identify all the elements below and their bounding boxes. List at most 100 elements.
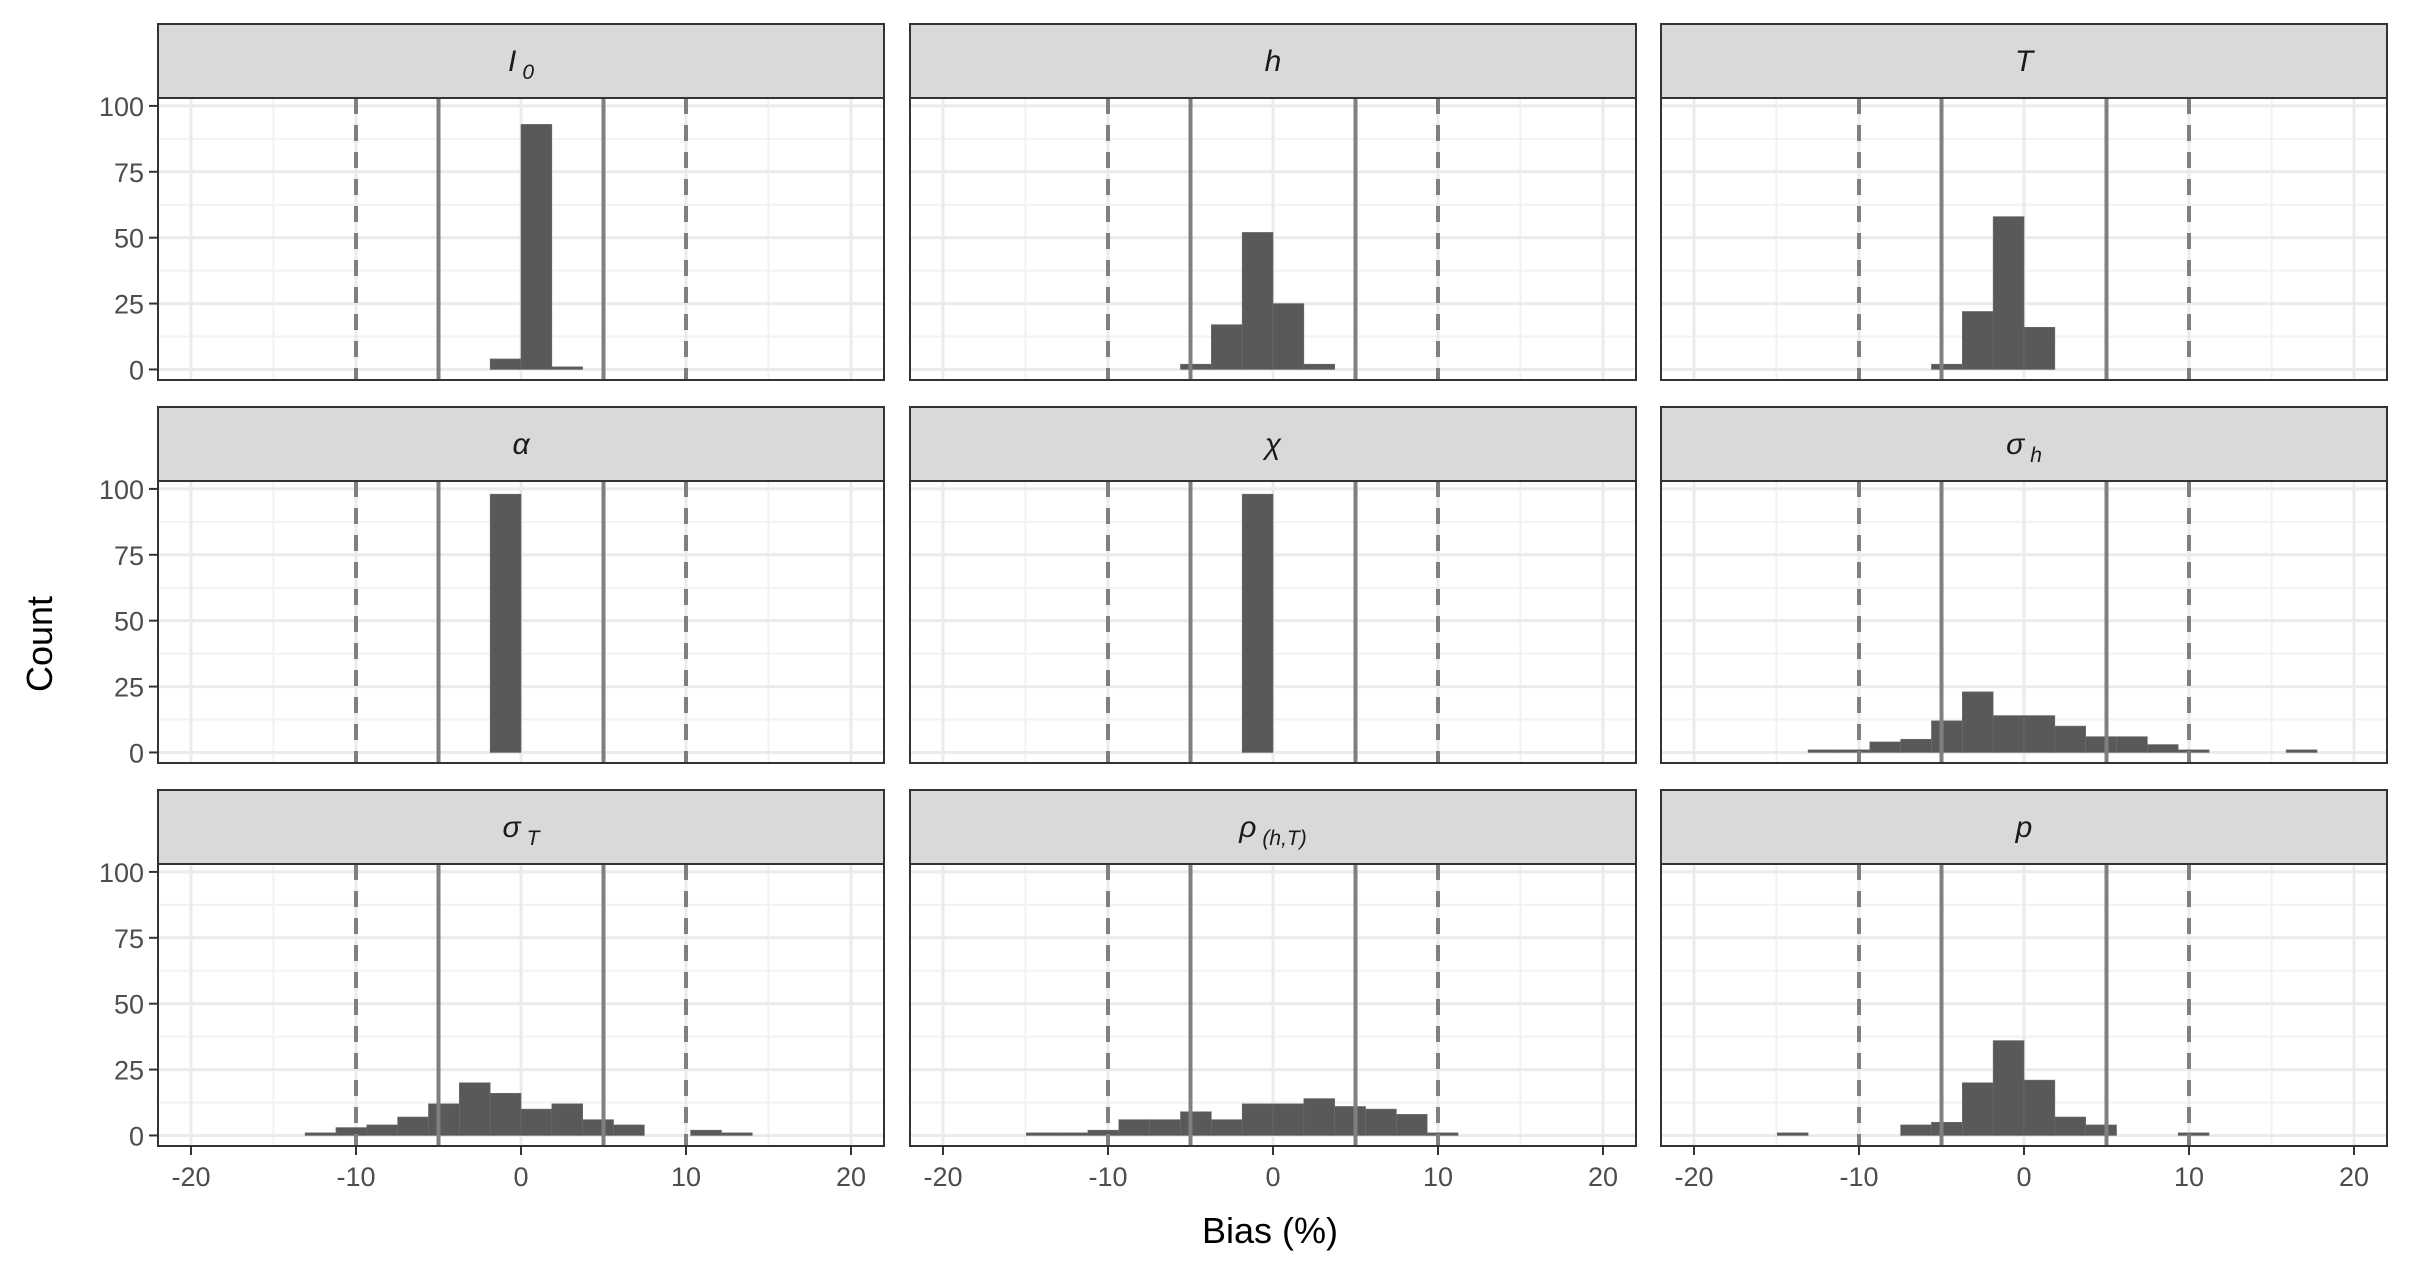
histogram-bar bbox=[2054, 725, 2086, 753]
histogram-bar bbox=[582, 1119, 614, 1136]
y-tick-label: 100 bbox=[99, 858, 144, 888]
histogram-bar bbox=[2147, 744, 2179, 753]
histogram-bar bbox=[2085, 736, 2117, 753]
histogram-bar bbox=[2023, 715, 2056, 753]
histogram-bar bbox=[304, 1132, 337, 1136]
facet-strip bbox=[909, 406, 1637, 482]
histogram-bar bbox=[613, 1124, 645, 1136]
x-tick-label: -10 bbox=[1839, 1162, 1878, 1192]
x-tick-label: -20 bbox=[923, 1162, 962, 1192]
histogram-bar bbox=[1931, 1121, 1963, 1136]
histogram-bar bbox=[2085, 1124, 2117, 1136]
facet-label: χ bbox=[1262, 428, 1282, 461]
facet-strip bbox=[909, 23, 1637, 99]
y-tick-label: 0 bbox=[129, 355, 144, 385]
y-tick-label: 25 bbox=[114, 1056, 144, 1086]
x-tick-label: 0 bbox=[1265, 1162, 1280, 1192]
histogram-bar bbox=[1900, 1124, 1932, 1136]
histogram-bar bbox=[1211, 1119, 1243, 1136]
histogram-bar bbox=[551, 366, 583, 370]
histogram-bar bbox=[1962, 311, 1994, 370]
y-tick-label: 75 bbox=[114, 541, 144, 571]
histogram-bar bbox=[1992, 216, 2025, 370]
facet-strip bbox=[157, 789, 885, 865]
histogram-bar bbox=[2285, 749, 2318, 753]
x-axis-title: Bias (%) bbox=[1202, 1210, 1338, 1251]
facet-strip bbox=[1660, 789, 2388, 865]
histogram-bar bbox=[1426, 1132, 1459, 1136]
histogram-bar bbox=[1272, 303, 1305, 370]
facet-panel: h bbox=[909, 23, 1637, 381]
facet-label: h bbox=[1265, 45, 1282, 78]
y-tick-label: 50 bbox=[114, 224, 144, 254]
facet-strip bbox=[157, 406, 885, 482]
histogram-bar bbox=[690, 1129, 722, 1136]
histogram-bar bbox=[489, 493, 522, 753]
histogram-bar bbox=[2023, 326, 2056, 370]
facet-strip bbox=[909, 789, 1637, 865]
histogram-bar bbox=[2177, 1132, 2210, 1136]
x-tick-label: -20 bbox=[1674, 1162, 1713, 1192]
x-tick-label: 20 bbox=[836, 1162, 866, 1192]
facet-panel: α 0 25 50 75 100 bbox=[99, 406, 885, 768]
histogram-bar bbox=[1900, 738, 1932, 753]
histogram-bar bbox=[1365, 1108, 1397, 1136]
facet-panel: I 0 0 25 50 75 100 bbox=[99, 23, 885, 385]
histogram-bar bbox=[397, 1116, 429, 1136]
y-axis-title: Count bbox=[19, 596, 60, 692]
histogram-bar bbox=[1180, 1111, 1212, 1136]
y-tick-label: 0 bbox=[129, 738, 144, 768]
x-tick-label: 20 bbox=[2339, 1162, 2369, 1192]
histogram-bar bbox=[459, 1082, 491, 1136]
y-tick-label: 0 bbox=[129, 1121, 144, 1151]
histogram-bar bbox=[1211, 324, 1243, 370]
histogram-bar bbox=[1303, 363, 1335, 370]
histogram-bar bbox=[1931, 363, 1963, 370]
x-tick-label: -10 bbox=[1088, 1162, 1127, 1192]
histogram-bar bbox=[1931, 720, 1963, 753]
histogram-bar bbox=[1992, 1040, 2025, 1136]
histogram-bar bbox=[366, 1124, 398, 1136]
histogram-bar bbox=[520, 124, 553, 370]
x-tick-label: -10 bbox=[336, 1162, 375, 1192]
x-tick-label: 10 bbox=[671, 1162, 701, 1192]
y-tick-label: 25 bbox=[114, 673, 144, 703]
histogram-bar bbox=[1056, 1132, 1089, 1136]
histogram-bar bbox=[489, 358, 522, 370]
histogram-bar bbox=[335, 1127, 368, 1136]
histogram-bar bbox=[1992, 715, 2025, 753]
histogram-bar bbox=[1776, 1132, 1809, 1136]
histogram-bar bbox=[1241, 232, 1274, 370]
facet-strip bbox=[157, 23, 885, 99]
histogram-bar bbox=[1303, 1098, 1335, 1136]
histogram-bar bbox=[1807, 749, 1840, 753]
y-tick-label: 75 bbox=[114, 158, 144, 188]
x-tick-label: 0 bbox=[2016, 1162, 2031, 1192]
histogram-bar bbox=[428, 1103, 460, 1136]
histogram-bar bbox=[551, 1103, 583, 1136]
facet-label: p bbox=[2015, 811, 2033, 844]
y-tick-label: 75 bbox=[114, 924, 144, 954]
histogram-bar bbox=[1962, 1082, 1994, 1136]
facet-panel: χ bbox=[909, 406, 1637, 764]
histogram-bar bbox=[489, 1092, 522, 1136]
histogram-bar bbox=[1025, 1132, 1058, 1136]
facet-panel: T bbox=[1660, 23, 2388, 381]
x-tick-label: 10 bbox=[1423, 1162, 1453, 1192]
histogram-bar bbox=[1241, 1103, 1274, 1136]
facet-panel: σ T 0 25 50 75 100 -20 -10 0 10 20 bbox=[99, 789, 885, 1192]
histogram-bar bbox=[1180, 363, 1212, 370]
facet-strip bbox=[1660, 23, 2388, 99]
histogram-bar bbox=[721, 1132, 753, 1136]
facet-label: T bbox=[2015, 45, 2036, 78]
facet-label: α bbox=[512, 428, 530, 461]
histogram-bar bbox=[2054, 1116, 2086, 1136]
histogram-bar bbox=[2177, 749, 2210, 753]
y-tick-label: 100 bbox=[99, 92, 144, 122]
histogram-bar bbox=[1962, 691, 1994, 753]
